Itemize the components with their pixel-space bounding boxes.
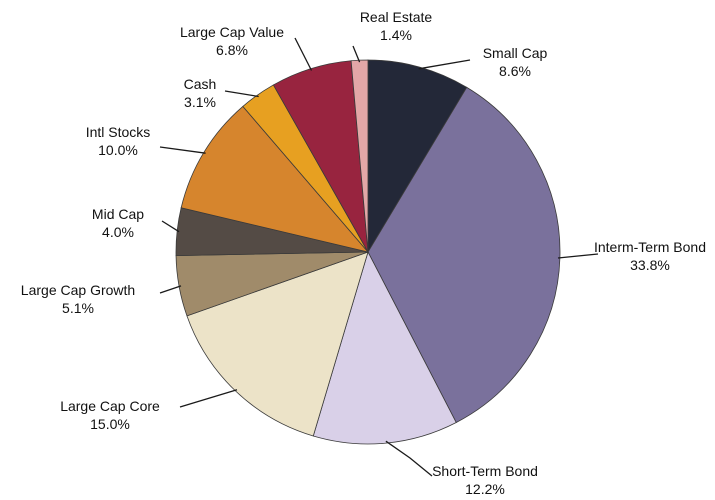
- pie-slices: [175, 59, 561, 445]
- pie-slice-real-estate: [350, 59, 369, 253]
- slice-value-interm-term-bond: 33.8%: [630, 257, 670, 273]
- pie-slice-large-cap-core: [186, 251, 369, 437]
- leader-line: [294, 37, 313, 71]
- leader-line: [159, 285, 182, 294]
- leader-lines: [159, 37, 599, 477]
- pie-slice-small-cap: [367, 59, 468, 254]
- leader-line: [557, 253, 599, 259]
- leader-line: [224, 90, 259, 98]
- slice-label-large-cap-core: Large Cap Core: [60, 398, 160, 414]
- slice-value-intl-stocks: 10.0%: [98, 142, 138, 158]
- slice-value-small-cap: 8.6%: [499, 63, 531, 79]
- slice-value-large-cap-value: 6.8%: [216, 42, 248, 58]
- slice-value-large-cap-growth: 5.1%: [62, 300, 94, 316]
- slice-value-real-estate: 1.4%: [380, 27, 412, 43]
- slice-label-large-cap-value: Large Cap Value: [180, 24, 284, 40]
- slice-value-cash: 3.1%: [184, 94, 216, 110]
- slice-value-large-cap-core: 15.0%: [90, 416, 130, 432]
- slice-label-cash: Cash: [184, 76, 217, 92]
- slice-label-large-cap-growth: Large Cap Growth: [21, 282, 135, 298]
- leader-line: [385, 440, 433, 477]
- slice-label-real-estate: Real Estate: [360, 9, 433, 25]
- leader-line: [418, 59, 471, 70]
- slice-label-intl-stocks: Intl Stocks: [86, 124, 151, 140]
- slice-label-small-cap: Small Cap: [483, 45, 548, 61]
- leader-line: [179, 389, 238, 408]
- slice-value-mid-cap: 4.0%: [102, 224, 134, 240]
- leader-line: [352, 45, 361, 63]
- slice-label-interm-term-bond: Interm-Term Bond: [594, 239, 706, 255]
- pie-slice-intl-stocks: [180, 105, 370, 253]
- leader-line: [161, 220, 180, 233]
- slice-label-mid-cap: Mid Cap: [92, 206, 144, 222]
- slice-label-short-term-bond: Short-Term Bond: [432, 463, 538, 479]
- slice-labels: Small Cap 8.6% Interm-Term Bond 33.8% Short-…: [21, 9, 706, 497]
- slice-value-short-term-bond: 12.2%: [465, 481, 505, 497]
- leader-line: [159, 146, 206, 154]
- pie-slice-short-term-bond: [312, 250, 457, 445]
